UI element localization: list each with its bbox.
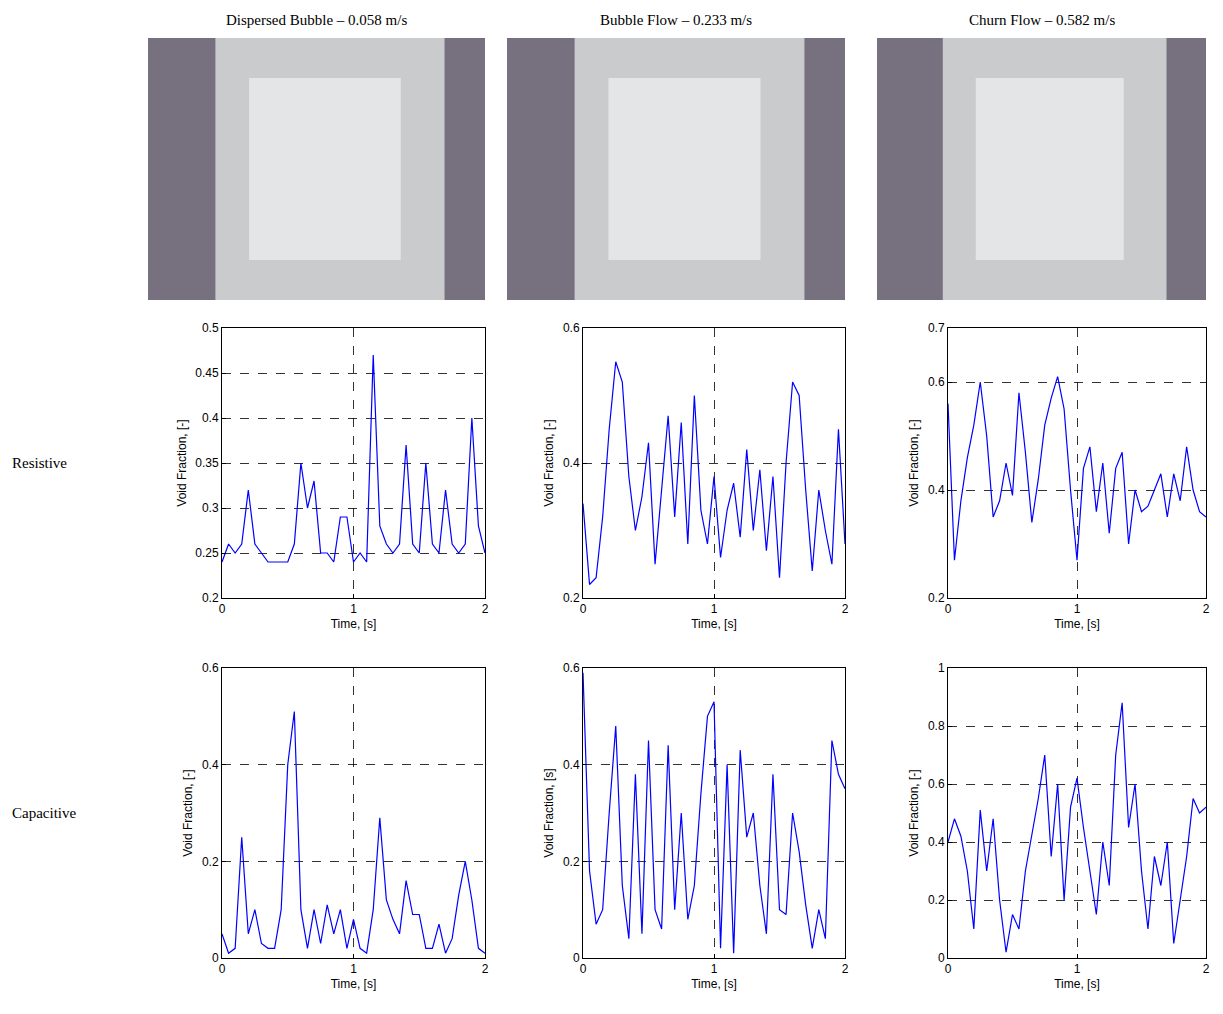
svg-text:0.2: 0.2: [202, 591, 219, 605]
svg-text:0.2: 0.2: [202, 855, 219, 869]
svg-text:Void Fraction, [s]: Void Fraction, [s]: [542, 768, 556, 857]
svg-text:0.2: 0.2: [563, 855, 580, 869]
svg-text:0.4: 0.4: [563, 456, 580, 470]
svg-text:0.2: 0.2: [563, 591, 580, 605]
svg-text:1: 1: [1074, 962, 1081, 976]
svg-text:1: 1: [350, 602, 357, 616]
svg-text:2: 2: [482, 602, 489, 616]
svg-text:Resistive: Resistive: [12, 455, 67, 471]
svg-text:0: 0: [580, 602, 587, 616]
svg-text:0.6: 0.6: [563, 321, 580, 335]
svg-text:0.2: 0.2: [928, 591, 945, 605]
svg-text:2: 2: [842, 962, 849, 976]
svg-text:0.4: 0.4: [928, 483, 945, 497]
svg-text:Time, [s]: Time, [s]: [1054, 617, 1100, 631]
svg-text:0: 0: [219, 602, 226, 616]
svg-text:Void Fraction, [-]: Void Fraction, [-]: [542, 419, 556, 506]
svg-text:0.45: 0.45: [195, 366, 219, 380]
svg-text:Time, [s]: Time, [s]: [1054, 977, 1100, 991]
svg-text:Churn Flow – 0.582 m/s: Churn Flow – 0.582 m/s: [969, 12, 1115, 28]
svg-text:0: 0: [219, 962, 226, 976]
svg-text:0.6: 0.6: [563, 661, 580, 675]
svg-text:0.6: 0.6: [202, 661, 219, 675]
svg-text:1: 1: [711, 962, 718, 976]
svg-text:0: 0: [580, 962, 587, 976]
svg-text:2: 2: [842, 602, 849, 616]
svg-text:0.4: 0.4: [928, 835, 945, 849]
svg-text:Capacitive: Capacitive: [12, 805, 76, 821]
svg-text:0.3: 0.3: [202, 501, 219, 515]
svg-text:Void Fraction, [-]: Void Fraction, [-]: [907, 769, 921, 856]
svg-text:0.8: 0.8: [928, 719, 945, 733]
svg-text:0: 0: [938, 951, 945, 965]
svg-text:0.4: 0.4: [202, 758, 219, 772]
svg-text:0: 0: [573, 951, 580, 965]
svg-text:0.25: 0.25: [195, 546, 219, 560]
svg-text:Void Fraction, [-]: Void Fraction, [-]: [175, 419, 189, 506]
svg-text:1: 1: [938, 661, 945, 675]
svg-text:0: 0: [945, 602, 952, 616]
svg-text:0: 0: [945, 962, 952, 976]
svg-text:1: 1: [350, 962, 357, 976]
svg-text:0.35: 0.35: [195, 456, 219, 470]
svg-text:0.6: 0.6: [928, 375, 945, 389]
svg-text:0.4: 0.4: [202, 411, 219, 425]
svg-text:2: 2: [1203, 962, 1210, 976]
svg-text:0.7: 0.7: [928, 321, 945, 335]
svg-text:Time, [s]: Time, [s]: [331, 977, 377, 991]
svg-text:0.4: 0.4: [563, 758, 580, 772]
svg-text:Void Fraction, [-]: Void Fraction, [-]: [907, 419, 921, 506]
svg-text:0: 0: [212, 951, 219, 965]
svg-text:2: 2: [482, 962, 489, 976]
svg-text:0.6: 0.6: [928, 777, 945, 791]
svg-text:Bubble Flow – 0.233 m/s: Bubble Flow – 0.233 m/s: [600, 12, 752, 28]
svg-text:Dispersed Bubble – 0.058 m/s: Dispersed Bubble – 0.058 m/s: [226, 12, 407, 28]
svg-text:Time, [s]: Time, [s]: [691, 617, 737, 631]
svg-text:1: 1: [1074, 602, 1081, 616]
svg-text:2: 2: [1203, 602, 1210, 616]
svg-text:0.2: 0.2: [928, 893, 945, 907]
svg-text:Time, [s]: Time, [s]: [691, 977, 737, 991]
svg-text:Time, [s]: Time, [s]: [331, 617, 377, 631]
svg-text:0.5: 0.5: [202, 321, 219, 335]
svg-text:1: 1: [711, 602, 718, 616]
svg-text:Void Fraction, [-]: Void Fraction, [-]: [181, 769, 195, 856]
